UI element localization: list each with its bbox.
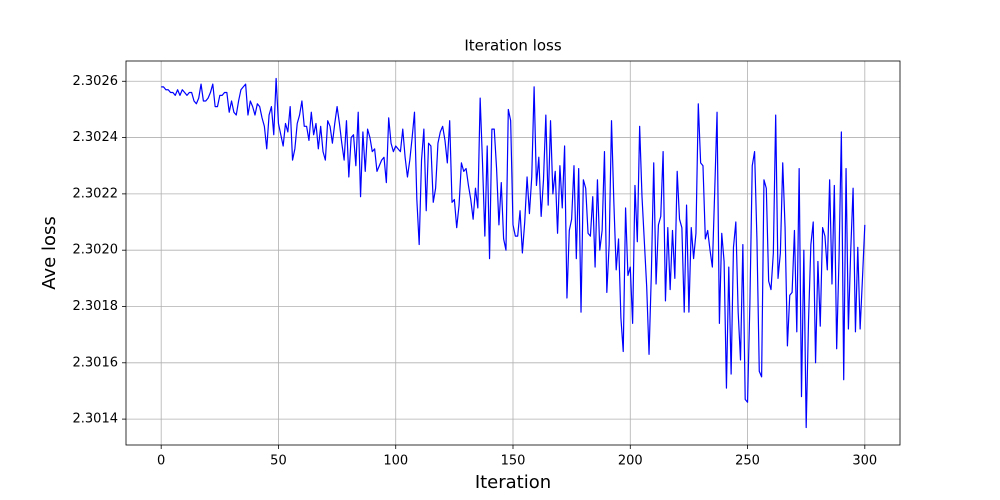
y-axis-label: Ave loss: [39, 216, 60, 289]
x-tick-label: 250: [735, 454, 760, 469]
y-tick-label: 2.3018: [73, 299, 119, 314]
loss-line: [161, 77, 866, 429]
y-tick-label: 2.3026: [73, 74, 119, 89]
x-tick-label: 100: [383, 454, 408, 469]
x-tick-label: 150: [501, 454, 526, 469]
x-tick-label: 300: [852, 454, 877, 469]
y-tick-label: 2.3014: [73, 412, 119, 427]
x-axis-label: Iteration: [475, 472, 551, 493]
grid: [126, 61, 900, 445]
plot-area: [161, 77, 866, 429]
y-tick-label: 2.3016: [73, 355, 119, 370]
y-tick-label: 2.3024: [73, 130, 119, 145]
x-tick-label: 0: [157, 454, 165, 469]
y-tick-label: 2.3020: [73, 243, 119, 258]
chart-title: Iteration loss: [464, 37, 562, 55]
x-tick-label: 200: [618, 454, 643, 469]
y-tick-label: 2.3022: [73, 186, 119, 201]
x-tick-label: 50: [270, 454, 287, 469]
